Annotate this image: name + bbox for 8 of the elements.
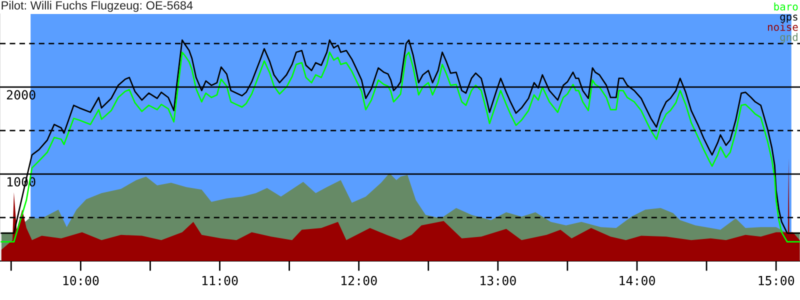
chart-title: Pilot: Willi Fuchs Flugzeug: OE-5684 (2, 0, 193, 12)
x-tick-label: 15:00 (758, 276, 794, 286)
x-tick-label: 10:00 (63, 276, 99, 286)
x-tick-label: 12:00 (342, 276, 377, 286)
x-tick-label: 14:00 (620, 276, 655, 286)
x-tick-label: 13:00 (480, 276, 516, 286)
text: baro (774, 2, 798, 11)
x-tick-label: 11:00 (202, 276, 238, 286)
